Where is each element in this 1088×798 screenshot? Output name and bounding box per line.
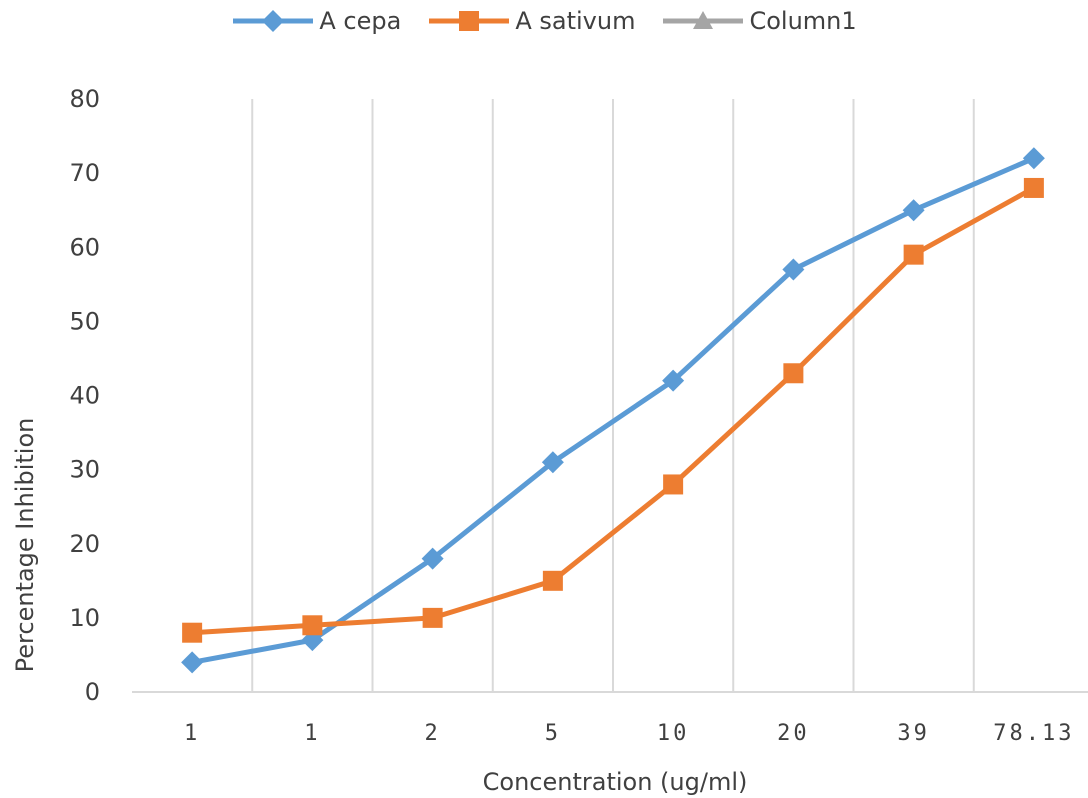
y-tick-label: 20 (69, 530, 100, 558)
data-point (903, 244, 924, 265)
data-point (422, 607, 443, 628)
legend-label: A sativum (515, 7, 636, 35)
x-tick-label: 2 (425, 721, 441, 746)
y-tick-label: 0 (85, 678, 100, 706)
data-point (421, 547, 444, 570)
data-point (182, 622, 203, 643)
legend-marker (693, 11, 714, 29)
series-lines (189, 155, 1037, 665)
x-tick-label: 1 (304, 721, 320, 746)
legend-swatch (663, 11, 744, 29)
x-tick-label: 20 (777, 721, 810, 746)
x-tick-label: 1 (184, 721, 200, 746)
data-point (181, 651, 204, 674)
legend-swatch (429, 11, 510, 31)
y-tick-label: 70 (69, 159, 100, 187)
legend-marker (459, 11, 480, 31)
y-tick-label: 10 (69, 604, 100, 632)
legend-item: Column1 (661, 6, 857, 36)
x-tick-labels: 1 1 2 5 10 20 39 78.13 (184, 721, 1074, 746)
legend-item: A cepa (231, 6, 401, 36)
gridlines (251, 99, 975, 692)
y-tick-label: 60 (69, 233, 100, 261)
x-tick-label: 10 (657, 721, 690, 746)
data-point (302, 615, 323, 636)
data-point (663, 474, 684, 495)
legend-label: Column1 (749, 7, 857, 35)
data-point (662, 369, 685, 392)
data-point (541, 451, 564, 474)
y-tick-label: 30 (69, 456, 100, 484)
data-point (902, 199, 925, 222)
data-point (1022, 147, 1045, 170)
data-point (542, 570, 563, 591)
y-tick-labels: 0 10 20 30 40 50 60 70 80 (69, 85, 100, 706)
data-point (783, 363, 804, 384)
legend-item: A sativum (427, 6, 635, 36)
y-axis-title: Percentage Inhibition (11, 418, 39, 673)
data-point (782, 258, 805, 281)
y-tick-label: 80 (69, 85, 100, 113)
legend: A cepa A sativum Column1 (0, 6, 1088, 36)
data-point (1023, 177, 1044, 198)
x-tick-label: 39 (897, 721, 930, 746)
x-tick-label: 5 (545, 721, 561, 746)
x-axis-title: Concentration (ug/ml) (483, 768, 748, 796)
y-tick-label: 50 (69, 307, 100, 335)
y-tick-label: 40 (69, 382, 100, 410)
series-markers (181, 147, 1045, 674)
series-line-1 (189, 185, 1037, 636)
legend-swatch (233, 10, 314, 32)
x-tick-label: 78.13 (993, 721, 1074, 746)
legend-marker (262, 10, 285, 32)
legend-label: A cepa (319, 7, 402, 35)
